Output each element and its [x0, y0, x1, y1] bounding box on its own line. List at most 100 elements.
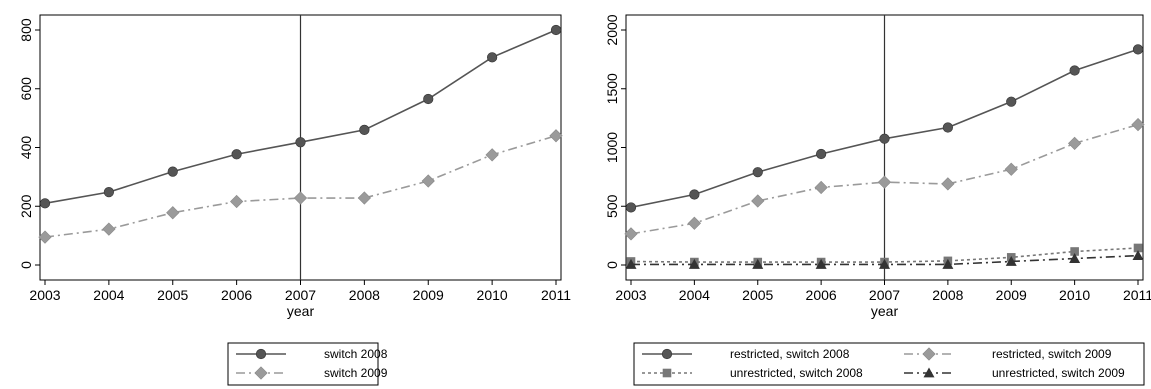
data-point [1132, 250, 1144, 260]
legend-label: unrestricted, switch 2009 [992, 366, 1125, 380]
data-point [877, 175, 892, 189]
x-tick-label: 2007 [285, 287, 316, 303]
legend-marker [662, 368, 672, 378]
legend-box [227, 342, 379, 386]
data-point [485, 148, 499, 162]
chart-left: 0 200 400 600 800 2003 2004 2005 2006 2007 2008 200… [18, 14, 571, 386]
y-tick-label: 400 [18, 136, 34, 160]
y-tick-label: 1500 [604, 73, 620, 104]
y-tick-label: 0 [604, 261, 620, 269]
legend-item: unrestricted, switch 2008 [642, 366, 863, 380]
data-point [421, 174, 435, 188]
data-point [941, 177, 955, 191]
x-tick-label: 2009 [996, 287, 1027, 303]
legend: switch 2008 switch 2009 [227, 342, 388, 386]
legend-marker [922, 347, 936, 361]
x-tick-label: 2004 [679, 287, 710, 303]
data-point [879, 133, 890, 144]
x-tick-label: 2008 [349, 287, 380, 303]
x-tick-label: 2005 [742, 287, 773, 303]
data-point [1004, 162, 1018, 176]
data-point [752, 167, 763, 178]
y-tick-label: 2000 [604, 14, 620, 45]
data-point [359, 124, 370, 135]
data-point [1133, 243, 1143, 253]
x-axis-title: year [287, 303, 315, 319]
data-point [1069, 65, 1080, 76]
legend-box [633, 342, 1145, 386]
data-point [357, 191, 371, 205]
data-point [942, 122, 953, 133]
y-tick-label: 0 [18, 261, 34, 269]
data-point [1068, 136, 1082, 151]
y-tick-label: 600 [18, 77, 34, 101]
x-tick-label: 2005 [157, 287, 188, 303]
data-point [487, 52, 498, 63]
legend-label: unrestricted, switch 2008 [730, 366, 863, 380]
data-point [1069, 253, 1081, 263]
legend-marker [923, 367, 935, 378]
legend-marker [254, 366, 268, 380]
data-point [814, 180, 828, 195]
x-tick-label: 2011 [541, 287, 571, 303]
data-point [689, 189, 700, 200]
y-tick-label: 200 [18, 194, 34, 218]
legend-item: switch 2009 [236, 366, 388, 380]
data-point [166, 206, 180, 220]
data-point [1132, 44, 1144, 55]
data-point [550, 24, 562, 36]
data-point [942, 258, 954, 269]
data-point [1005, 255, 1017, 266]
data-point [167, 166, 178, 177]
legend-marker [255, 348, 267, 360]
data-point [624, 227, 638, 241]
legend-item: unrestricted, switch 2009 [904, 366, 1125, 380]
chart-right: 0 500 1000 1500 2000 2003 2004 2005 2006 2007 2008… [604, 14, 1151, 386]
data-point [423, 93, 434, 105]
data-point [815, 258, 827, 269]
data-point [293, 191, 308, 205]
x-tick-label: 2010 [477, 287, 508, 303]
x-tick-label: 2004 [93, 287, 124, 303]
legend-label: switch 2008 [324, 347, 388, 361]
data-point [102, 222, 116, 236]
x-tick-label: 2010 [1059, 287, 1090, 303]
legend-label: switch 2009 [324, 366, 388, 380]
x-tick-label: 2009 [413, 287, 444, 303]
data-point [751, 194, 765, 208]
x-tick-label: 2006 [221, 287, 252, 303]
data-point [1070, 247, 1079, 256]
x-tick-label: 2007 [869, 287, 900, 303]
data-point [295, 137, 306, 148]
data-point [687, 216, 701, 230]
y-tick-label: 1000 [604, 132, 620, 163]
data-point [230, 194, 244, 209]
legend-item: restricted, switch 2008 [642, 347, 850, 361]
data-point [816, 148, 827, 160]
legend-label: restricted, switch 2008 [730, 347, 850, 361]
data-point [231, 149, 242, 160]
data-point [549, 129, 563, 143]
x-tick-label: 2006 [806, 287, 837, 303]
data-point [103, 187, 114, 198]
x-tick-label: 2003 [29, 287, 60, 303]
data-point [879, 258, 890, 269]
x-axis-title: year [871, 303, 899, 319]
x-tick-label: 2003 [615, 287, 646, 303]
data-point [625, 202, 637, 213]
data-point [1006, 96, 1017, 107]
data-point [625, 258, 637, 269]
legend-item: switch 2008 [236, 347, 388, 361]
data-point [752, 258, 764, 269]
x-tick-label: 2011 [1123, 287, 1151, 303]
legend: restricted, switch 2008 restricted, switc… [633, 342, 1145, 386]
legend-label: restricted, switch 2009 [992, 347, 1112, 361]
data-point [1131, 117, 1145, 132]
data-point [39, 198, 51, 209]
y-tick-label: 800 [18, 18, 34, 42]
y-tick-label: 500 [604, 194, 620, 218]
data-point [38, 230, 52, 244]
legend-item: restricted, switch 2009 [904, 347, 1112, 361]
